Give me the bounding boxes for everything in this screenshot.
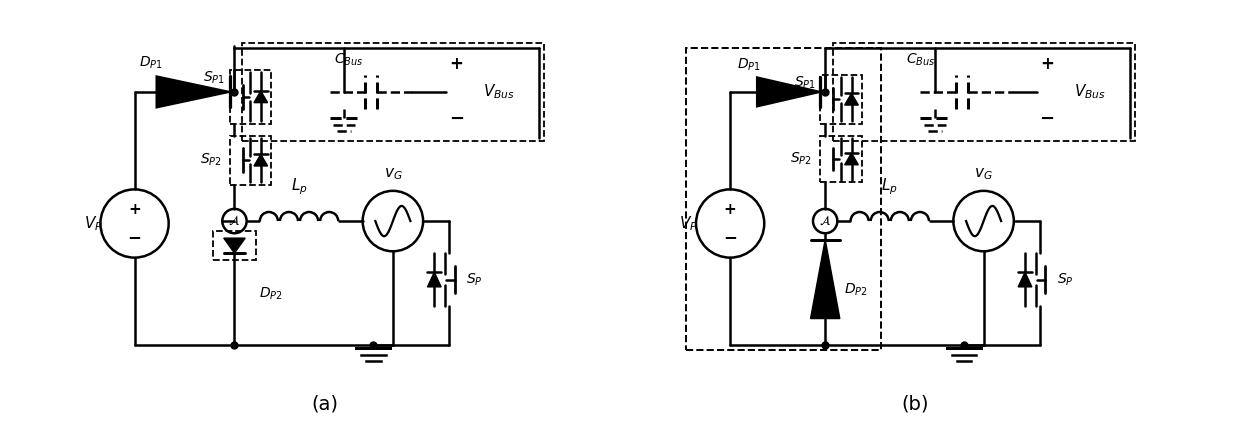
Bar <box>229 70 272 123</box>
Text: $D_{P2}$: $D_{P2}$ <box>259 286 283 302</box>
Text: $V_P$: $V_P$ <box>84 214 103 233</box>
Bar <box>821 136 862 182</box>
Text: (b): (b) <box>901 395 929 413</box>
Bar <box>832 43 1135 141</box>
Bar <box>821 75 862 123</box>
Text: $V_{Bus}$: $V_{Bus}$ <box>1074 83 1106 101</box>
Text: $D_{P1}$: $D_{P1}$ <box>139 55 164 72</box>
Polygon shape <box>156 76 229 107</box>
Bar <box>686 48 882 350</box>
Text: $V_{Bus}$: $V_{Bus}$ <box>484 83 515 101</box>
Polygon shape <box>844 93 858 105</box>
Text: +: + <box>1040 55 1054 73</box>
Text: +: + <box>724 202 737 217</box>
Polygon shape <box>756 77 821 106</box>
Text: $C_{Bus}$: $C_{Bus}$ <box>905 51 935 67</box>
Text: $C_{Bus}$: $C_{Bus}$ <box>335 51 363 67</box>
Text: −: − <box>128 228 141 246</box>
Polygon shape <box>1018 272 1032 287</box>
Text: $v_G$: $v_G$ <box>975 166 993 182</box>
Text: $\mathcal{A}$: $\mathcal{A}$ <box>820 215 831 228</box>
Text: $S_{P1}$: $S_{P1}$ <box>203 70 224 86</box>
Polygon shape <box>223 238 246 253</box>
Text: $S_P$: $S_P$ <box>1056 271 1074 288</box>
Text: $S_{P1}$: $S_{P1}$ <box>794 75 816 91</box>
Text: $D_{P1}$: $D_{P1}$ <box>738 57 761 73</box>
Text: $v_G$: $v_G$ <box>383 166 402 182</box>
Text: $V_P$: $V_P$ <box>680 214 698 233</box>
Text: +: + <box>128 202 141 217</box>
Bar <box>229 136 272 185</box>
Text: +: + <box>449 55 464 73</box>
Text: $D_{P2}$: $D_{P2}$ <box>843 282 868 298</box>
Text: $L_p$: $L_p$ <box>882 176 898 197</box>
Polygon shape <box>844 153 858 165</box>
Text: −: − <box>449 110 464 128</box>
Bar <box>242 43 544 141</box>
Polygon shape <box>428 272 441 287</box>
Polygon shape <box>254 91 268 103</box>
Text: $S_P$: $S_P$ <box>466 271 482 288</box>
Polygon shape <box>811 240 839 319</box>
Text: $S_{P2}$: $S_{P2}$ <box>790 151 812 167</box>
Text: −: − <box>723 228 737 246</box>
Text: $L_p$: $L_p$ <box>290 176 308 197</box>
Bar <box>212 231 257 261</box>
Text: −: − <box>1039 110 1054 128</box>
Text: (a): (a) <box>311 395 339 413</box>
Polygon shape <box>254 154 268 166</box>
Text: $\mathcal{A}$: $\mathcal{A}$ <box>228 215 241 228</box>
Text: $S_{P2}$: $S_{P2}$ <box>201 152 222 169</box>
